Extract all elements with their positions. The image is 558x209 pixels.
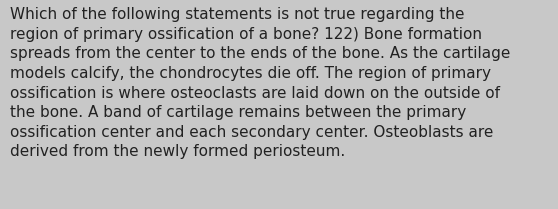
Text: Which of the following statements is not true regarding the
region of primary os: Which of the following statements is not…	[10, 7, 511, 159]
